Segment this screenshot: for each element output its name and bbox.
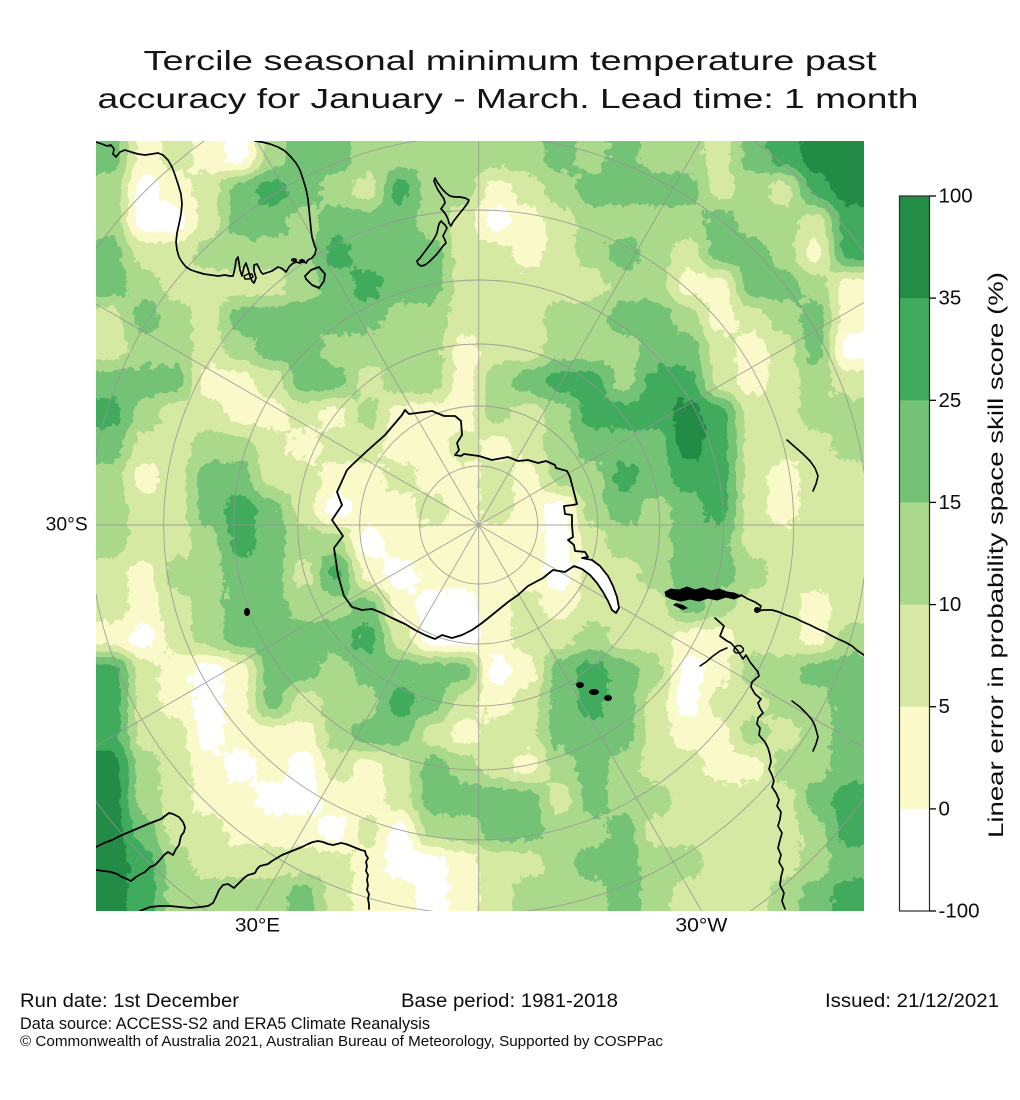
svg-text:100: 100 bbox=[939, 185, 973, 208]
svg-text:Linear error in probability sp: Linear error in probability space skill … bbox=[985, 272, 1008, 838]
svg-text:30°S: 30°S bbox=[46, 515, 88, 536]
svg-text:0: 0 bbox=[939, 797, 950, 820]
svg-text:30°E: 30°E bbox=[235, 916, 280, 937]
svg-text:Run date: 1st December: Run date: 1st December bbox=[20, 991, 240, 1012]
svg-text:30°W: 30°W bbox=[675, 916, 727, 937]
svg-text:© Commonwealth of Australia 20: © Commonwealth of Australia 2021, Austra… bbox=[20, 1033, 664, 1050]
svg-text:10: 10 bbox=[939, 593, 962, 616]
svg-text:-100: -100 bbox=[939, 900, 980, 923]
svg-text:15: 15 bbox=[939, 491, 962, 514]
svg-text:Data source: ACCESS-S2 and ERA: Data source: ACCESS-S2 and ERA5 Climate … bbox=[20, 1015, 430, 1033]
svg-text:Tercile seasonal minimum tempe: Tercile seasonal minimum temperature pas… bbox=[144, 45, 877, 76]
svg-text:Issued: 21/12/2021: Issued: 21/12/2021 bbox=[825, 991, 999, 1012]
svg-text:accuracy for January - March.: accuracy for January - March. Lead time:… bbox=[98, 83, 919, 114]
svg-text:Base period: 1981-2018: Base period: 1981-2018 bbox=[401, 991, 618, 1012]
svg-text:25: 25 bbox=[939, 389, 962, 412]
svg-text:35: 35 bbox=[939, 287, 962, 310]
svg-text:5: 5 bbox=[939, 695, 950, 718]
